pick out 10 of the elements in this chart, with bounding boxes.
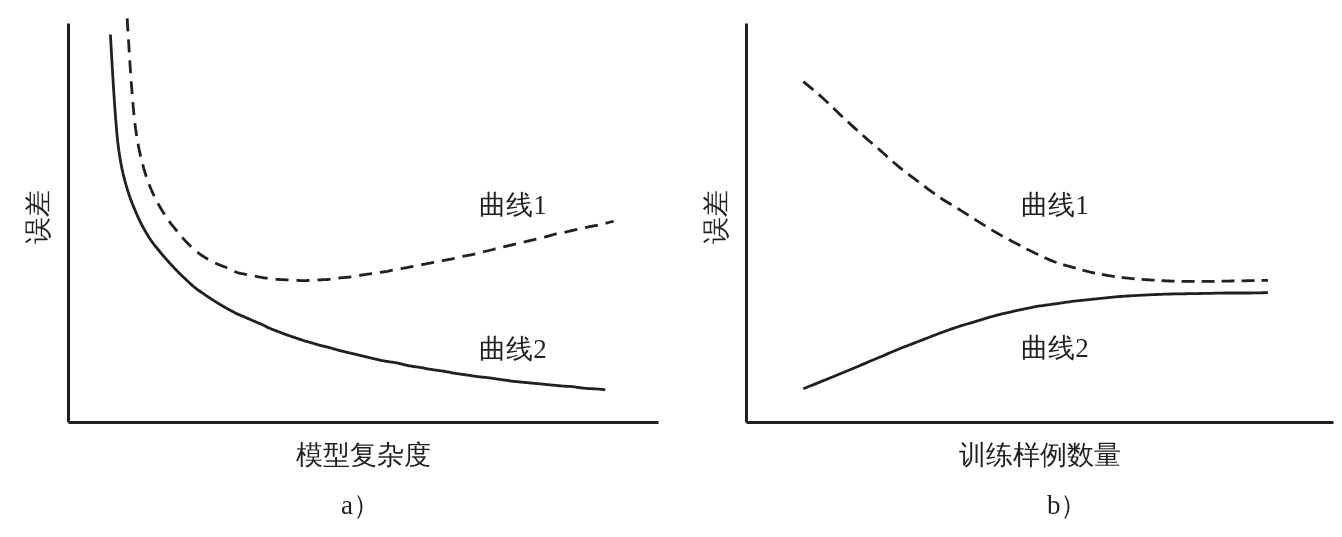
x-axis-title: 训练样例数量 bbox=[958, 439, 1121, 470]
y-axis-title: 误差 bbox=[700, 190, 731, 244]
x-axis-title: 模型复杂度 bbox=[295, 439, 431, 470]
series-label: 曲线1 bbox=[479, 189, 547, 220]
series-label: 曲线1 bbox=[1021, 189, 1089, 220]
text: b） bbox=[1046, 489, 1088, 520]
y-axis-title: 误差 bbox=[22, 190, 53, 244]
series-label: 曲线2 bbox=[1021, 332, 1089, 363]
series-label: 曲线2 bbox=[479, 334, 547, 365]
text: a） bbox=[341, 489, 381, 520]
